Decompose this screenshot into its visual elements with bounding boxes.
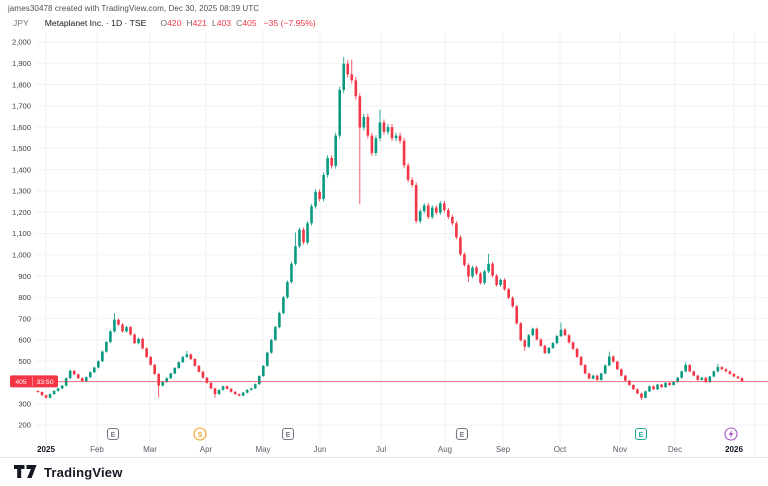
svg-text:S: S [198, 432, 203, 439]
svg-text:200: 200 [18, 421, 31, 430]
candles-layer[interactable] [36, 56, 744, 400]
svg-text:2026: 2026 [725, 445, 743, 454]
svg-text:1,000: 1,000 [12, 250, 31, 259]
svg-text:Dec: Dec [668, 445, 682, 454]
svg-text:1,100: 1,100 [12, 229, 31, 238]
earnings-upcoming-badge[interactable]: E [634, 427, 648, 441]
svg-text:500: 500 [18, 357, 31, 366]
grid-layer [36, 32, 768, 455]
svg-text:1,900: 1,900 [12, 59, 31, 68]
svg-text:Feb: Feb [90, 445, 104, 454]
svg-text:300: 300 [18, 399, 31, 408]
svg-text:Jul: Jul [376, 445, 386, 454]
svg-text:1,300: 1,300 [12, 187, 31, 196]
split-badge[interactable]: S [193, 427, 207, 441]
svg-text:Apr: Apr [200, 445, 213, 454]
svg-text:1,400: 1,400 [12, 165, 31, 174]
svg-text:1,200: 1,200 [12, 208, 31, 217]
tradingview-logo-icon[interactable] [14, 465, 37, 479]
svg-text:600: 600 [18, 336, 31, 345]
svg-text:800: 800 [18, 293, 31, 302]
svg-text:Mar: Mar [143, 445, 157, 454]
svg-text:E: E [639, 432, 644, 439]
lightning-icon [728, 430, 734, 438]
price-chart[interactable]: 2,000 1,900 1,800 1,700 1,600 1,500 1,400 1,300… [0, 0, 768, 457]
current-price-label: 405 33:50 [10, 375, 58, 388]
event-badge[interactable] [724, 427, 738, 441]
svg-text:1,500: 1,500 [12, 144, 31, 153]
svg-text:1,700: 1,700 [12, 102, 31, 111]
svg-text:Jun: Jun [314, 445, 327, 454]
svg-text:900: 900 [18, 272, 31, 281]
earnings-badge[interactable]: E [106, 427, 120, 441]
svg-text:1,800: 1,800 [12, 80, 31, 89]
svg-text:Nov: Nov [613, 445, 627, 454]
svg-text:May: May [255, 445, 270, 454]
svg-text:1,600: 1,600 [12, 123, 31, 132]
svg-text:E: E [286, 432, 291, 439]
time-axis[interactable]: 2025 Feb Mar Apr May Jun Jul Aug Sep Oct Nov Dec 202… [37, 445, 743, 454]
svg-text:Aug: Aug [438, 445, 452, 454]
svg-text:2025: 2025 [37, 445, 55, 454]
svg-text:E: E [460, 432, 465, 439]
svg-text:Sep: Sep [496, 445, 511, 454]
tradingview-brand-text[interactable]: TradingView [44, 464, 123, 480]
earnings-badge[interactable]: E [281, 427, 295, 441]
footer-bar: TradingView [0, 457, 768, 486]
svg-text:700: 700 [18, 314, 31, 323]
svg-text:Oct: Oct [554, 445, 567, 454]
earnings-badge[interactable]: E [455, 427, 469, 441]
svg-text:405: 405 [15, 379, 27, 386]
svg-text:E: E [111, 432, 116, 439]
price-axis[interactable]: 2,000 1,900 1,800 1,700 1,600 1,500 1,400 1,300… [12, 38, 31, 430]
chart-region[interactable]: 2,000 1,900 1,800 1,700 1,600 1,500 1,400 1,300… [0, 0, 768, 457]
svg-text:33:50: 33:50 [36, 379, 53, 386]
svg-text:2,000: 2,000 [12, 38, 31, 47]
